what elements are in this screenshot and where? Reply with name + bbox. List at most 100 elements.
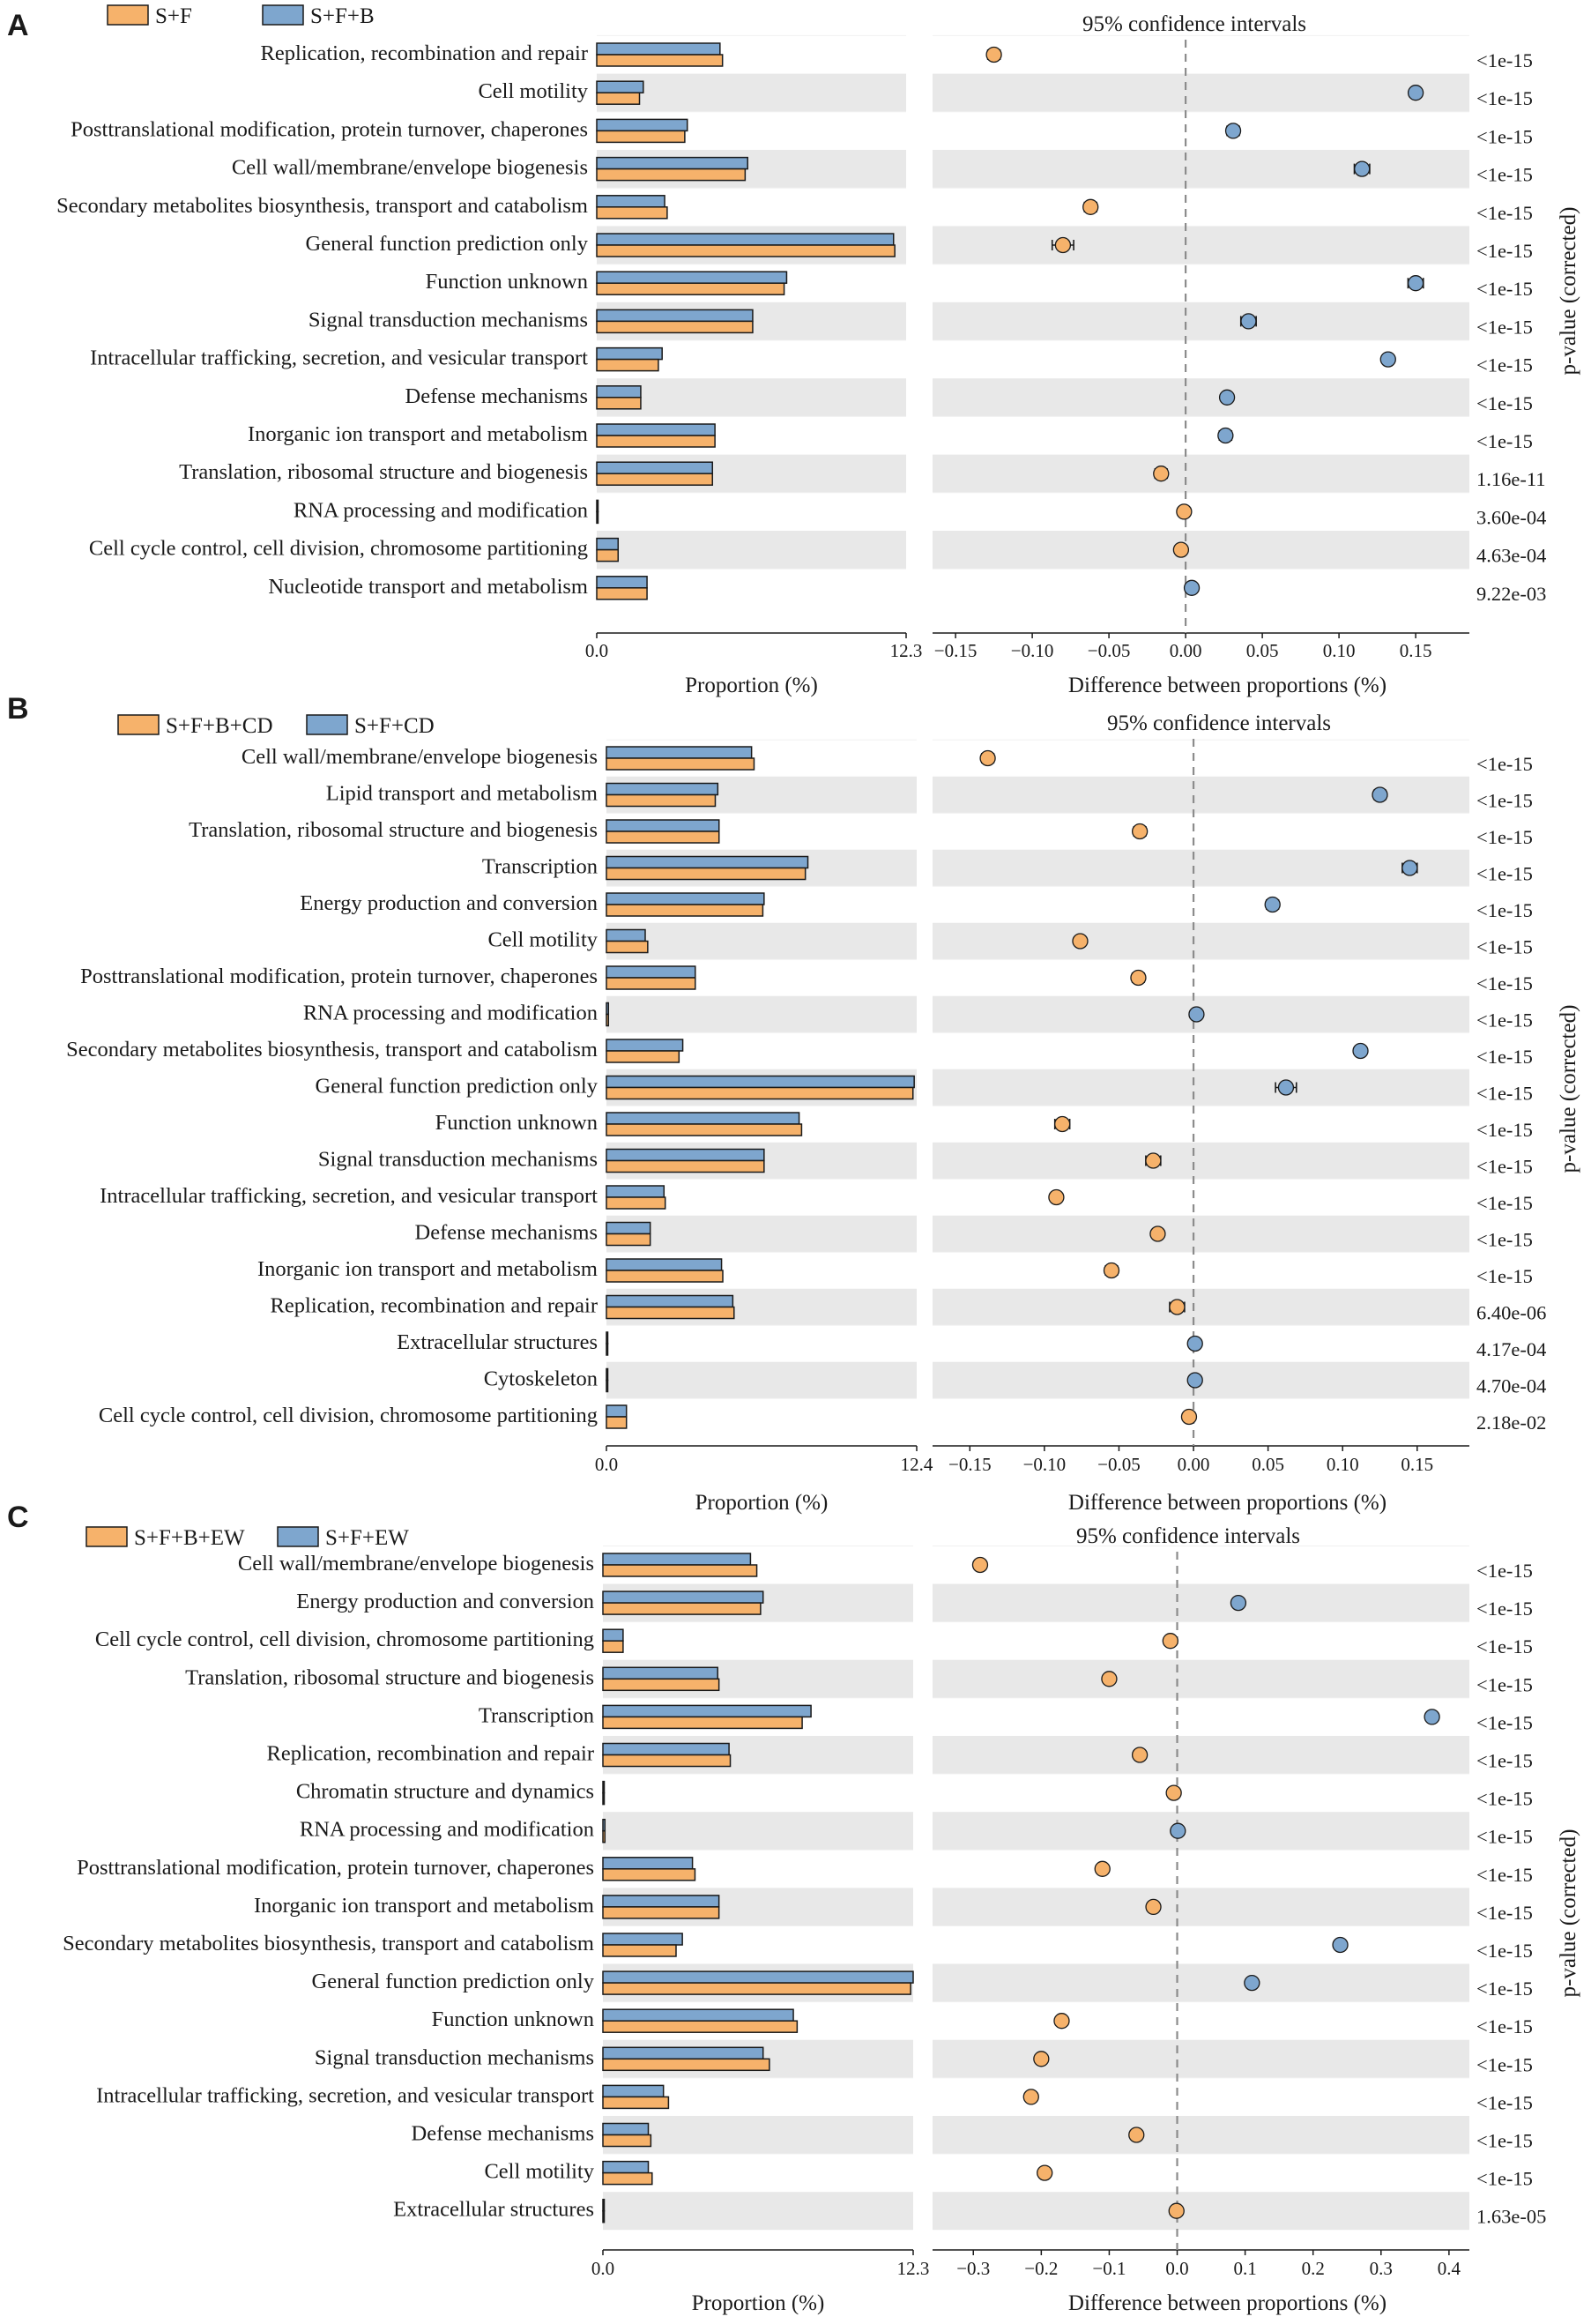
legend-swatch-orange [85,1526,128,1547]
ci-point [1354,160,1371,177]
bar-orange [596,358,659,372]
category-label: Cell motility [484,2160,594,2184]
row-stripe [933,1215,1469,1253]
diff-tick-label: −0.2 [1024,2258,1058,2279]
diff-x-label: Difference between proportions (%) [1068,674,1387,697]
panel-a: A S+F S+F+B 95% confidence intervals Replica… [7,4,1580,697]
category-label: RNA processing and modification [303,1002,598,1025]
ci-point [1082,198,1099,215]
p-value: <1e-15 [1476,972,1533,994]
bar-tick-label: 12.3 [897,2258,930,2279]
bar-orange [606,1050,680,1063]
diff-tick-label: 0.2 [1302,2258,1325,2279]
bar-blue [596,576,648,589]
category-label: General function prediction only [312,1970,595,1993]
diff-tick-label: 0.3 [1370,2258,1393,2279]
category-label: Inorganic ion transport and metabolism [254,1894,594,1918]
bar-blue [602,2008,794,2022]
ci-point [1169,1299,1186,1315]
category-label: Cell motility [478,79,588,103]
ci-point [1153,466,1170,482]
bar-blue [606,1002,610,1016]
diff-tick-label: 0.10 [1327,1454,1359,1475]
legend-swatch-blue [306,714,348,735]
bar-blue [606,1258,723,1271]
bar-blue [596,423,716,436]
category-label: Function unknown [435,1111,598,1135]
row-stripe [933,1963,1469,2002]
bar-blue [602,1666,718,1680]
p-value: <1e-15 [1476,2130,1533,2152]
category-label: Transcription [482,855,598,879]
bar-orange [606,1306,735,1320]
bar-blue [606,819,720,832]
p-value: <1e-15 [1476,863,1533,885]
bar-orange [602,1564,758,1577]
bar-blue [596,537,620,551]
bar-orange [606,757,755,771]
row-stripe [933,1288,1469,1326]
p-value: <1e-15 [1476,87,1533,109]
row-stripe [606,995,917,1033]
p-value: <1e-15 [1476,1711,1533,1733]
category-label: Extracellular structures [393,2198,594,2222]
bar-blue [606,928,646,942]
row-stripe [933,378,1469,417]
category-label: Inorganic ion transport and metabolism [257,1257,598,1281]
category-label: Function unknown [432,2007,594,2031]
bar-blue [606,1039,684,1052]
p-value: 4.70e-04 [1476,1375,1546,1397]
ci-point [1128,2127,1145,2143]
row-stripe [933,150,1469,189]
bar-blue [602,2160,650,2174]
p-value: <1e-15 [1476,1978,1533,2000]
category-label: Energy production and conversion [300,891,598,915]
p-value: <1e-15 [1476,1826,1533,1848]
bar-blue [606,1367,609,1382]
bar-blue [602,1780,606,1794]
bar-orange [606,867,807,881]
category-label: Energy production and conversion [296,1590,594,1613]
row-stripe [933,2115,1469,2155]
ci-point [1372,786,1388,803]
p-value: <1e-15 [1476,1083,1533,1105]
category-label: Cell cycle control, cell division, chrom… [89,537,588,561]
category-label: Secondary metabolites biosynthesis, tran… [66,1038,598,1061]
diff-tick-label: −0.05 [1088,640,1131,661]
row-stripe [933,2039,1469,2078]
p-value: 2.18e-02 [1476,1412,1546,1434]
diff-tick-label: −0.3 [956,2258,990,2279]
ci-point [1131,1747,1149,1763]
category-label: Replication, recombination and repair [271,1294,598,1318]
bar-orange [596,206,668,220]
ci-title: 95% confidence intervals [1082,12,1306,36]
p-value: 3.60e-04 [1476,506,1546,528]
bar-blue [602,2084,665,2098]
p-value: <1e-15 [1476,1192,1533,1214]
bar-orange [596,397,642,410]
bar-blue [606,892,765,905]
bar-orange [596,54,724,67]
ci-point [1162,1633,1178,1650]
bar-orange [596,320,754,334]
bar-tick-label: 12.3 [890,640,923,661]
bar-blue [596,271,788,284]
row-stripe [933,849,1469,887]
category-label: Posttranslational modification, protein … [80,965,598,988]
diff-tick-label: 0.4 [1438,2258,1461,2279]
ci-point [1183,579,1201,596]
bar-orange [606,1379,609,1393]
category-label: Chromatin structure and dynamics [296,1780,594,1804]
bar-orange [606,1270,724,1283]
bar-blue [602,1857,694,1870]
bar-orange [596,92,641,105]
category-label: General function prediction only [316,1075,598,1099]
bar-orange [602,1791,606,1806]
bar-blue [606,1404,628,1418]
p-value: <1e-15 [1476,1009,1533,1032]
p-value: <1e-15 [1476,2053,1533,2075]
ci-point [985,46,1002,63]
p-value: <1e-15 [1476,1940,1533,1962]
ci-point [1379,351,1396,368]
row-stripe [597,531,906,570]
